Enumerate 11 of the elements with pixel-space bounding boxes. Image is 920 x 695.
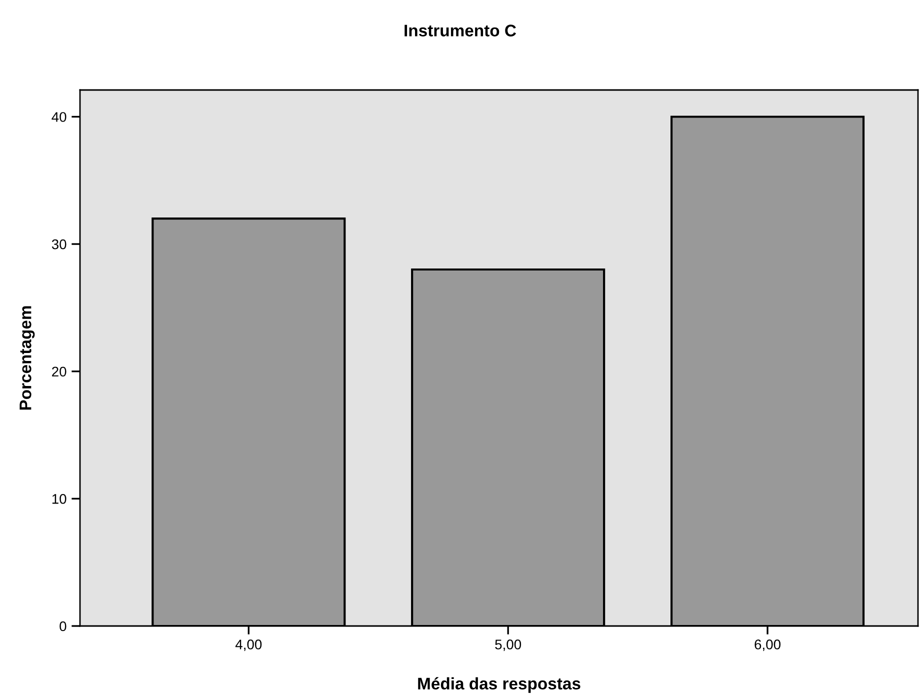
y-tick-label: 20: [52, 366, 66, 377]
x-tick-label: 4,00: [235, 640, 262, 652]
x-axis-title: Média das respostas: [418, 677, 580, 693]
y-tick-label: 10: [52, 494, 66, 504]
x-tick-label: 5,00: [495, 640, 522, 652]
y-tick-label: 0: [60, 621, 66, 632]
y-tick-label: 30: [52, 239, 66, 250]
y-tick-label: 40: [52, 112, 66, 122]
y-axis-title: Porcentagem: [20, 306, 35, 410]
x-tick-label: 6,00: [754, 640, 780, 652]
chart-title: Instrumento C: [404, 24, 516, 36]
